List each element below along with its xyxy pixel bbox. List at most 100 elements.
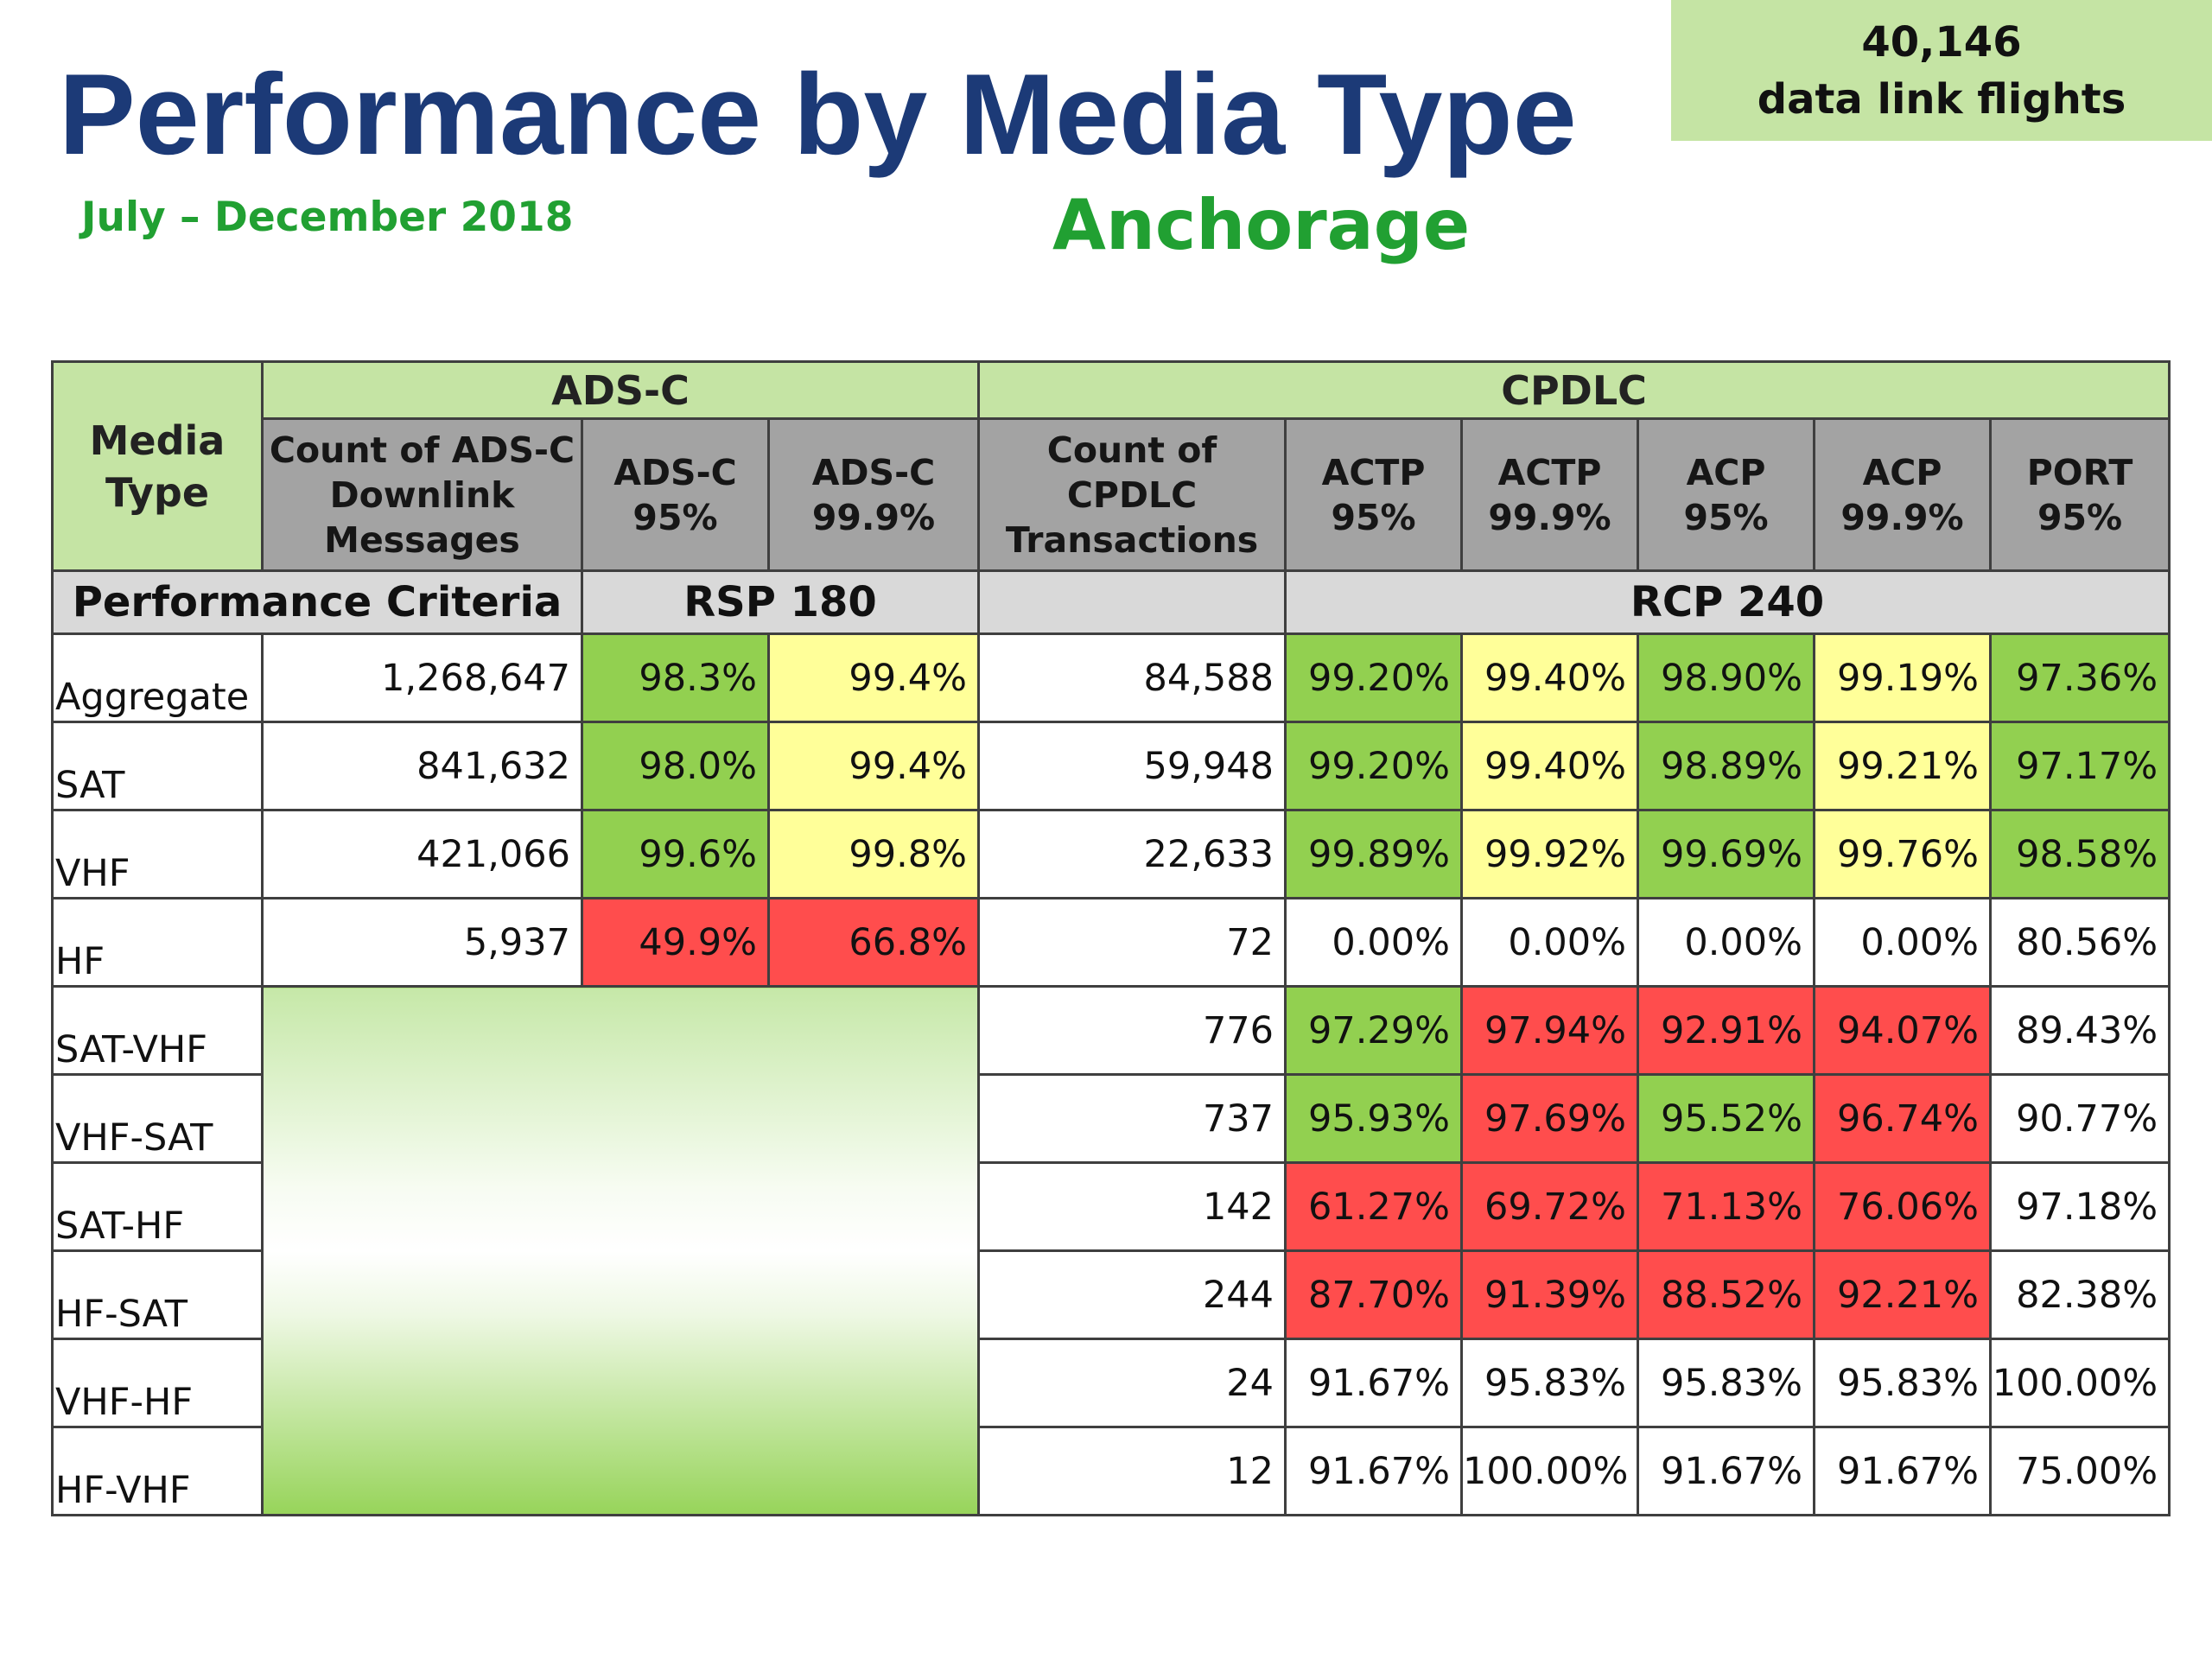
actp-999-cell: 69.72% (1460, 1161, 1640, 1252)
acp-95-cell: 0.00% (1637, 897, 1816, 988)
actp-95-cell: 95.93% (1284, 1073, 1464, 1164)
adsc-count-cell: 5,937 (261, 897, 583, 988)
criteria-blank (977, 569, 1287, 635)
port-95-cell: 97.36% (1989, 632, 2171, 723)
acp-95-cell: 71.13% (1637, 1161, 1816, 1252)
acp-95-cell: 98.89% (1637, 721, 1816, 811)
actp-95-cell: 91.67% (1284, 1426, 1464, 1516)
media-label: SAT-VHF (51, 985, 264, 1076)
port-95-cell: 97.17% (1989, 721, 2171, 811)
adsc-95-cell: 49.9% (581, 897, 770, 988)
flights-count-box: 40,146 data link flights (1671, 0, 2212, 141)
adsc-95-cell: 98.3% (581, 632, 770, 723)
cpdlc-count-cell: 72 (977, 897, 1287, 988)
acp-999-cell: 76.06% (1813, 1161, 1993, 1252)
col-header-acp-999: ACP 99.9% (1813, 417, 1993, 572)
flights-label: data link flights (1757, 75, 2126, 124)
port-95-cell: 75.00% (1989, 1426, 2171, 1516)
table-row: HF-VHF 12 91.67% 100.00% 91.67% 91.67% 7… (51, 1426, 2171, 1516)
acp-999-cell: 91.67% (1813, 1426, 1993, 1516)
actp-999-cell: 95.83% (1460, 1338, 1640, 1428)
adsc-count-cell: 421,066 (261, 809, 583, 899)
adsc-group-header: ADS-C (260, 360, 981, 420)
col-header-line: 95% (1331, 496, 1416, 538)
cpdlc-count-cell: 244 (977, 1249, 1287, 1340)
col-header-line: PORT (2026, 451, 2133, 493)
port-95-cell: 89.43% (1989, 985, 2171, 1076)
col-header-line: ACP (1686, 451, 1766, 493)
actp-95-cell: 97.29% (1284, 985, 1464, 1076)
acp-95-cell: 99.69% (1637, 809, 1816, 899)
column-header-row: Count of ADS-C Downlink Messages ADS-C 9… (53, 417, 2171, 572)
table-row: VHF 421,066 99.6% 99.8% 22,633 99.89% 99… (51, 809, 2171, 899)
criteria-label: Performance Criteria (51, 569, 583, 635)
adsc-999-cell: 99.4% (766, 632, 981, 723)
acp-999-cell: 99.21% (1813, 721, 1993, 811)
acp-999-cell: 94.07% (1813, 985, 1993, 1076)
port-95-cell: 100.00% (1989, 1338, 2171, 1428)
acp-95-cell: 95.83% (1637, 1338, 1816, 1428)
port-95-cell: 80.56% (1989, 897, 2171, 988)
actp-999-cell: 97.69% (1460, 1073, 1640, 1164)
col-header-acp-95: ACP 95% (1637, 417, 1816, 572)
flights-count: 40,146 (1861, 18, 2022, 67)
actp-999-cell: 91.39% (1460, 1249, 1640, 1340)
col-header-actp-95: ACTP 95% (1284, 417, 1464, 572)
rsp-label: RSP 180 (580, 569, 981, 635)
page-title: Performance by Media Type (59, 51, 1577, 179)
cpdlc-count-cell: 84,588 (977, 632, 1287, 723)
cpdlc-count-cell: 22,633 (977, 809, 1287, 899)
port-95-cell: 90.77% (1989, 1073, 2171, 1164)
adsc-95-cell: 98.0% (581, 721, 770, 811)
adsc-95-cell: 99.6% (581, 809, 770, 899)
col-header-adsc-999: ADS-C 99.9% (766, 417, 981, 572)
table-row: HF-SAT 244 87.70% 91.39% 88.52% 92.21% 8… (51, 1249, 2171, 1340)
performance-table: Media Type ADS-C CPDLC Count of ADS-C Do… (51, 360, 2171, 1516)
table-row: Aggregate 1,268,647 98.3% 99.4% 84,588 9… (51, 632, 2171, 723)
media-label: VHF (51, 809, 264, 899)
col-header-line: 99.9% (1840, 496, 1964, 538)
cpdlc-count-cell: 12 (977, 1426, 1287, 1516)
col-header-cpdlc-count: Count of CPDLC Transactions (977, 417, 1287, 572)
cpdlc-group-header: CPDLC (977, 360, 2171, 420)
media-label: HF-VHF (51, 1426, 264, 1516)
cpdlc-count-cell: 776 (977, 985, 1287, 1076)
col-header-line: ACTP (1497, 451, 1602, 493)
acp-999-cell: 99.76% (1813, 809, 1993, 899)
col-header-line: Downlink (329, 474, 515, 516)
acp-999-cell: 96.74% (1813, 1073, 1993, 1164)
acp-95-cell: 95.52% (1637, 1073, 1816, 1164)
actp-95-cell: 99.20% (1284, 632, 1464, 723)
col-header-line: ACTP (1321, 451, 1426, 493)
adsc-999-cell: 99.4% (766, 721, 981, 811)
actp-95-cell: 87.70% (1284, 1249, 1464, 1340)
table-row: SAT-HF 142 61.27% 69.72% 71.13% 76.06% 9… (51, 1161, 2171, 1252)
actp-999-cell: 0.00% (1460, 897, 1640, 988)
media-label: SAT-HF (51, 1161, 264, 1252)
col-header-line: Messages (324, 518, 520, 561)
port-95-cell: 97.18% (1989, 1161, 2171, 1252)
col-header-line: Count of ADS-C (269, 429, 575, 471)
media-label: HF (51, 897, 264, 988)
col-header-adsc-95: ADS-C 95% (581, 417, 770, 572)
col-header-line: 99.9% (811, 496, 936, 538)
actp-999-cell: 100.00% (1460, 1426, 1640, 1516)
col-header-line: 99.9% (1488, 496, 1611, 538)
media-type-header: Media Type (51, 360, 264, 572)
adsc-999-cell: 99.8% (766, 809, 981, 899)
col-header-line: 95% (1683, 496, 1769, 538)
media-label: SAT (51, 721, 264, 811)
actp-999-cell: 99.92% (1460, 809, 1640, 899)
cpdlc-count-cell: 59,948 (977, 721, 1287, 811)
acp-95-cell: 98.90% (1637, 632, 1816, 723)
actp-999-cell: 99.40% (1460, 721, 1640, 811)
date-range: July – December 2018 (81, 194, 574, 241)
cpdlc-count-cell: 142 (977, 1161, 1287, 1252)
actp-95-cell: 91.67% (1284, 1338, 1464, 1428)
cpdlc-count-cell: 24 (977, 1338, 1287, 1428)
col-header-line: 95% (632, 496, 718, 538)
actp-95-cell: 99.89% (1284, 809, 1464, 899)
acp-999-cell: 0.00% (1813, 897, 1993, 988)
table-row: HF 5,937 49.9% 66.8% 72 0.00% 0.00% 0.00… (51, 897, 2171, 988)
media-label: VHF-HF (51, 1338, 264, 1428)
